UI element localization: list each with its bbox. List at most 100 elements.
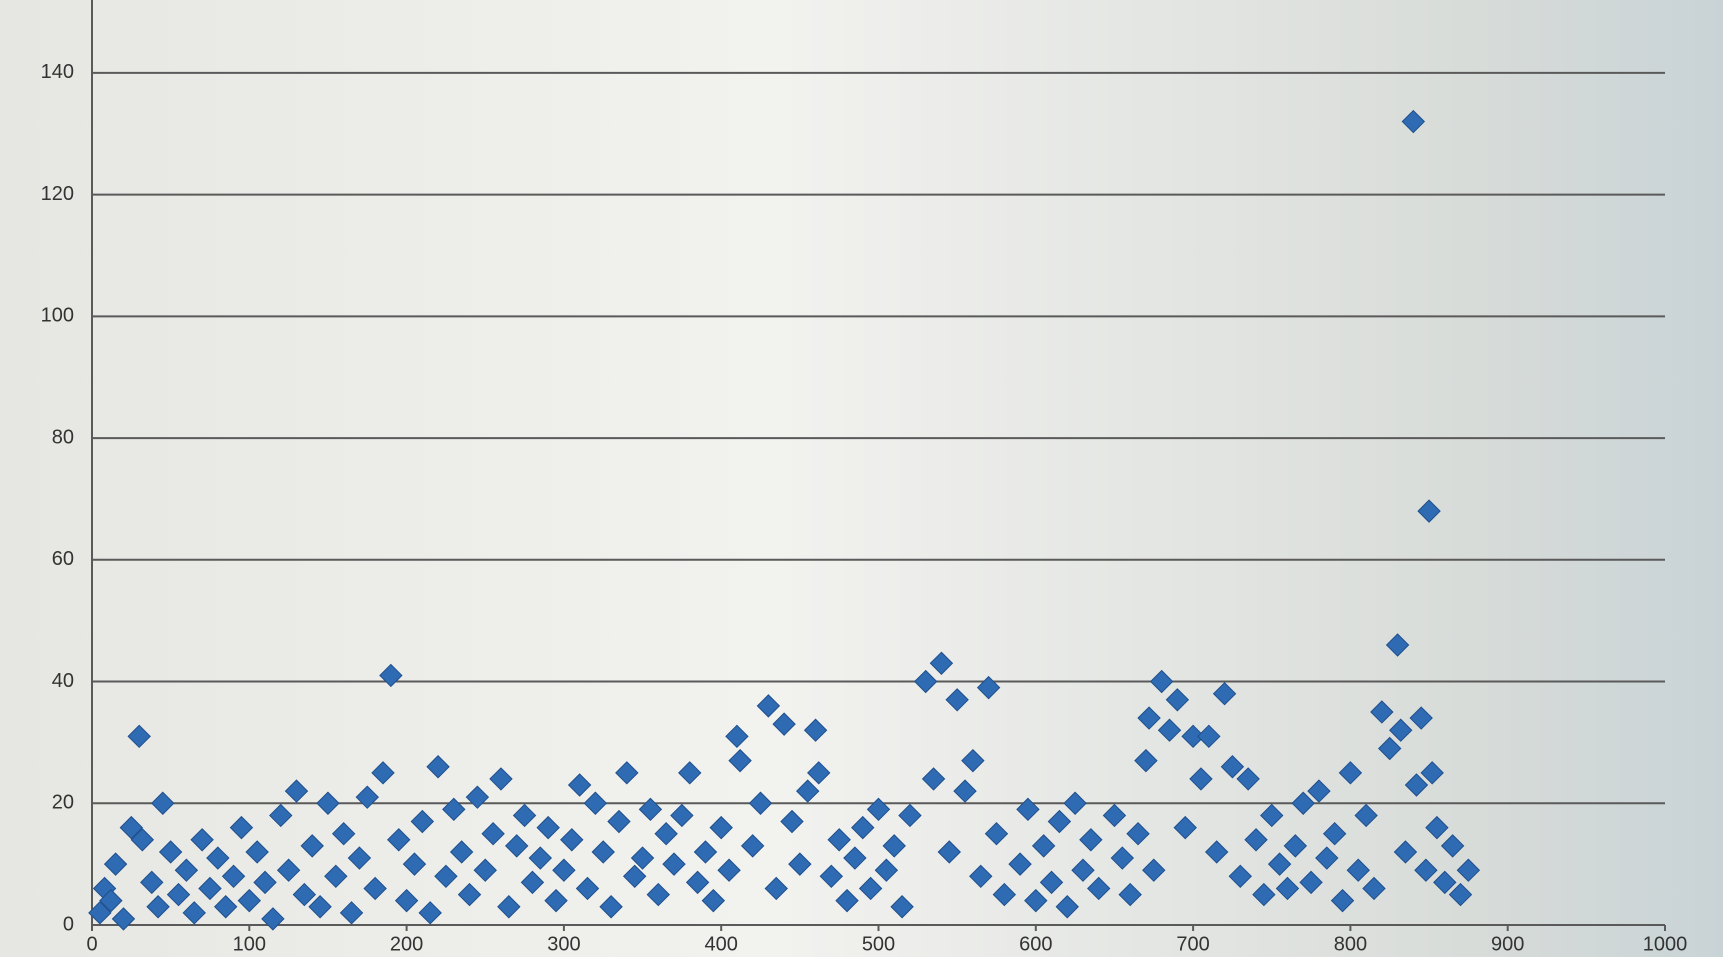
point (945, 688, 969, 712)
y-tick-label: 80 (52, 426, 74, 448)
point (146, 895, 170, 919)
point (646, 882, 670, 907)
y-tick-label: 40 (52, 670, 74, 692)
point (1126, 821, 1150, 846)
point (1456, 858, 1481, 882)
point (1404, 773, 1429, 797)
point (111, 907, 136, 931)
point (269, 803, 293, 828)
point (442, 797, 466, 822)
point (253, 870, 277, 895)
x-tick-label: 700 (1176, 933, 1209, 955)
point (457, 882, 482, 907)
point (1236, 767, 1260, 791)
point (1031, 834, 1056, 858)
point (166, 882, 191, 907)
point (221, 864, 246, 889)
point (387, 828, 411, 852)
point (725, 724, 749, 749)
point (1118, 882, 1142, 907)
point (1016, 797, 1040, 822)
point (921, 767, 946, 791)
point (654, 821, 678, 846)
point (434, 864, 458, 889)
point (300, 834, 324, 858)
point (465, 785, 490, 809)
point (1220, 755, 1245, 779)
point (780, 809, 804, 834)
point (402, 852, 427, 876)
point (1275, 876, 1300, 901)
point (1291, 791, 1315, 815)
point (630, 846, 655, 870)
point (1204, 840, 1229, 864)
point (827, 828, 851, 852)
x-tick-label: 500 (862, 933, 895, 955)
point (764, 876, 788, 901)
point (807, 761, 831, 785)
point (520, 870, 545, 895)
point (662, 852, 686, 876)
point (678, 761, 702, 785)
point (1393, 840, 1418, 864)
x-tick-label: 100 (233, 933, 266, 955)
point (1071, 858, 1095, 882)
point (363, 876, 387, 901)
point (88, 901, 112, 925)
point (103, 852, 128, 876)
point (851, 815, 875, 840)
point (929, 651, 954, 675)
point (158, 840, 183, 864)
point (638, 797, 663, 822)
point (1378, 736, 1402, 761)
point (866, 797, 891, 822)
point (890, 895, 914, 919)
point (308, 895, 332, 919)
point (788, 852, 812, 876)
point (874, 858, 899, 882)
point (1389, 718, 1413, 742)
point (607, 809, 631, 834)
point (1228, 864, 1252, 889)
point (1142, 858, 1166, 882)
point (1110, 846, 1135, 870)
point (1063, 791, 1087, 815)
point (622, 864, 647, 889)
point (1385, 633, 1410, 657)
point (324, 864, 348, 889)
point (316, 791, 340, 815)
point (858, 876, 883, 901)
point (1401, 109, 1426, 134)
point (685, 870, 710, 895)
point (976, 675, 1001, 700)
point (1417, 499, 1441, 523)
point (355, 785, 379, 809)
x-tick-label: 400 (705, 933, 738, 955)
point (693, 840, 718, 864)
x-tick-label: 600 (1019, 933, 1052, 955)
point (151, 791, 175, 815)
y-tick-label: 0 (63, 913, 74, 935)
point (1299, 870, 1323, 895)
point (803, 718, 828, 742)
point (1137, 706, 1161, 730)
point (1157, 718, 1182, 742)
point (1307, 779, 1331, 803)
point (772, 712, 796, 736)
point (276, 858, 301, 882)
point (835, 888, 859, 913)
point (701, 888, 726, 913)
point (961, 748, 985, 773)
point (1165, 688, 1190, 712)
y-tick-label: 140 (41, 61, 74, 83)
y-tick-label: 60 (52, 548, 74, 570)
point (449, 840, 474, 864)
point (756, 694, 781, 718)
point (140, 870, 164, 895)
point (379, 663, 403, 688)
point (1420, 761, 1444, 785)
point (245, 840, 269, 864)
point (418, 901, 442, 925)
point (182, 901, 206, 925)
